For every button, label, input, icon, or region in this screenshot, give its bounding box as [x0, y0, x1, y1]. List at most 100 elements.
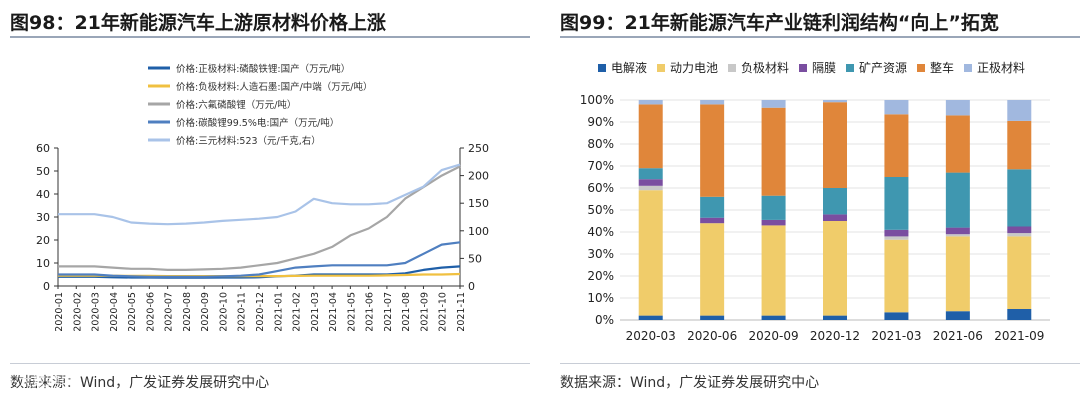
left-y-tick-label: 30	[36, 211, 50, 224]
legend-label-lfp: 价格:正极材料:磷酸铁锂:国产（万元/吨）	[176, 63, 350, 75]
x-tick-label: 2021-11	[456, 292, 467, 332]
legend-swatch-battery	[657, 64, 665, 72]
bar-segment-separator	[761, 219, 786, 226]
left-chart-panel: 图98：21年新能源汽车上游原材料价格上涨 价格:正极材料:磷酸铁锂:国产（万元…	[0, 0, 530, 404]
x-tick-label: 2020-06	[687, 329, 737, 343]
y-tick-label: 50%	[587, 203, 614, 217]
legend-swatch-cathode	[964, 64, 972, 72]
bar-segment-anode	[945, 234, 970, 237]
y-tick-label: 60%	[587, 181, 614, 195]
bar-segment-electrolyte	[638, 315, 663, 320]
x-tick-label: 2021-06	[365, 292, 376, 332]
legend-label-mining: 矿产资源	[859, 61, 907, 75]
y-tick-label: 30%	[587, 247, 614, 261]
bar-segment-battery	[945, 236, 970, 312]
left-y-tick-label: 50	[36, 165, 50, 178]
right-bottom-rule	[560, 363, 1080, 364]
bar-segment-electrolyte	[761, 315, 786, 320]
series-line-lipf6	[58, 165, 461, 271]
x-tick-label: 2021-09	[994, 329, 1044, 343]
x-tick-label: 2021-05	[346, 292, 357, 332]
y-tick-label: 20%	[587, 269, 614, 283]
y-tick-label: 40%	[587, 225, 614, 239]
right-chart-panel: 图99：21年新能源汽车产业链利润结构“向上”拓宽 电解液 动力电池 负极材料 隔膜 矿…	[550, 0, 1080, 404]
x-tick-label: 2020-03	[91, 292, 102, 332]
legend-label-vehicle: 整车	[930, 60, 954, 75]
x-tick-label: 2020-05	[127, 292, 138, 332]
x-tick-label: 2020-03	[626, 329, 676, 343]
bar-segment-vehicle	[761, 107, 786, 196]
y-tick-label: 100%	[580, 93, 614, 107]
x-tick-label: 2021-06	[933, 329, 983, 343]
bar-segment-electrolyte	[945, 311, 970, 320]
x-tick-label: 2021-03	[871, 329, 921, 343]
right-chart-title: 图99：21年新能源汽车产业链利润结构“向上”拓宽	[560, 12, 999, 34]
left-bottom-rule	[10, 363, 530, 364]
bar-segment-vehicle	[884, 114, 909, 177]
stacked-bar-chart: 电解液 动力电池 负极材料 隔膜 矿产资源 整车 正极材料 0% 10% 20% 30% 40% 50%…	[580, 60, 1050, 343]
x-tick-label: 2020-10	[218, 292, 229, 332]
bar-segment-separator	[700, 217, 725, 224]
legend-swatch-anode	[728, 64, 736, 72]
right-source-note: 数据来源：Wind，广发证券发展研究中心	[560, 375, 820, 391]
x-tick-label: 2020-12	[810, 329, 860, 343]
x-tick-label: 2020-07	[164, 292, 175, 332]
series-line-lico3	[58, 241, 461, 278]
x-tick-label: 2021-03	[310, 292, 321, 332]
left-y-tick-label: 0	[43, 280, 50, 293]
bar-segment-separator	[945, 227, 970, 235]
bar-segment-mining	[761, 195, 786, 220]
bar-segment-battery	[638, 190, 663, 316]
bar-segment-battery	[761, 225, 786, 316]
bar-segment-battery	[1007, 236, 1032, 309]
y-tick-label: 90%	[587, 115, 614, 129]
left-source-note: 数据来源：Wind，广发证券发展研究中心	[10, 375, 270, 391]
x-tick-label: 2020-11	[237, 292, 248, 332]
bar-segment-vehicle	[1007, 120, 1032, 170]
bar-segment-cathode	[638, 100, 663, 105]
legend-label-ncm: 价格:三元材料:523（元/千克,右）	[176, 135, 321, 147]
bar-segment-mining	[945, 172, 970, 228]
right-title-rule	[560, 36, 1080, 38]
y-tick-label: 80%	[587, 137, 614, 151]
x-tick-label: 2020-09	[749, 329, 799, 343]
series-line-lfp	[58, 265, 461, 279]
bar-segment-cathode	[700, 100, 725, 105]
bar-segment-cathode	[823, 100, 847, 103]
legend-label-electrolyte: 电解液	[611, 60, 647, 75]
bar-segment-electrolyte	[1007, 309, 1032, 320]
bar-segment-mining	[1007, 169, 1032, 227]
bar-segment-cathode	[884, 100, 909, 115]
left-y-tick-label: 40	[36, 188, 50, 201]
bar-segment-electrolyte	[700, 315, 725, 320]
legend-swatch-electrolyte	[598, 64, 606, 72]
series-line-ncm	[58, 163, 461, 226]
legend-swatch-vehicle	[917, 64, 925, 72]
bar-segment-battery	[823, 221, 847, 316]
bar-segment-separator	[823, 214, 847, 221]
y-tick-label: 70%	[587, 159, 614, 173]
legend-label-anode: 负极材料	[741, 61, 789, 75]
x-tick-label: 2021-07	[383, 292, 394, 332]
x-tick-label: 2020-02	[72, 292, 83, 332]
bar-segment-electrolyte	[884, 312, 909, 320]
bar-segment-cathode	[1007, 100, 1032, 121]
right-y-tick-label: 250	[468, 142, 489, 155]
right-y-tick-label: 50	[468, 252, 482, 265]
legend-swatch-mining	[846, 64, 854, 72]
bar-segment-cathode	[761, 100, 786, 108]
left-y-tick-label: 60	[36, 142, 50, 155]
left-y-tick-label: 10	[36, 257, 50, 270]
left-y-tick-label: 20	[36, 234, 50, 247]
bar-segment-cathode	[945, 100, 970, 116]
legend-label-anode: 价格:负极材料:人造石墨:国产/中端（万元/吨）	[176, 81, 373, 93]
bar-segment-vehicle	[823, 102, 847, 188]
line-chart: 价格:正极材料:磷酸铁锂:国产（万元/吨） 价格:负极材料:人造石墨:国产/中端（…	[36, 63, 489, 332]
right-y-tick-label: 0	[468, 280, 475, 293]
x-tick-label: 2020-09	[200, 292, 211, 332]
bar-segment-separator	[1007, 226, 1032, 234]
watermark-text: ⊙ 大数跨境	[2, 374, 75, 390]
right-y-tick-label: 200	[468, 170, 489, 183]
bar-segment-separator	[884, 229, 909, 237]
bar-segment-vehicle	[638, 104, 663, 169]
